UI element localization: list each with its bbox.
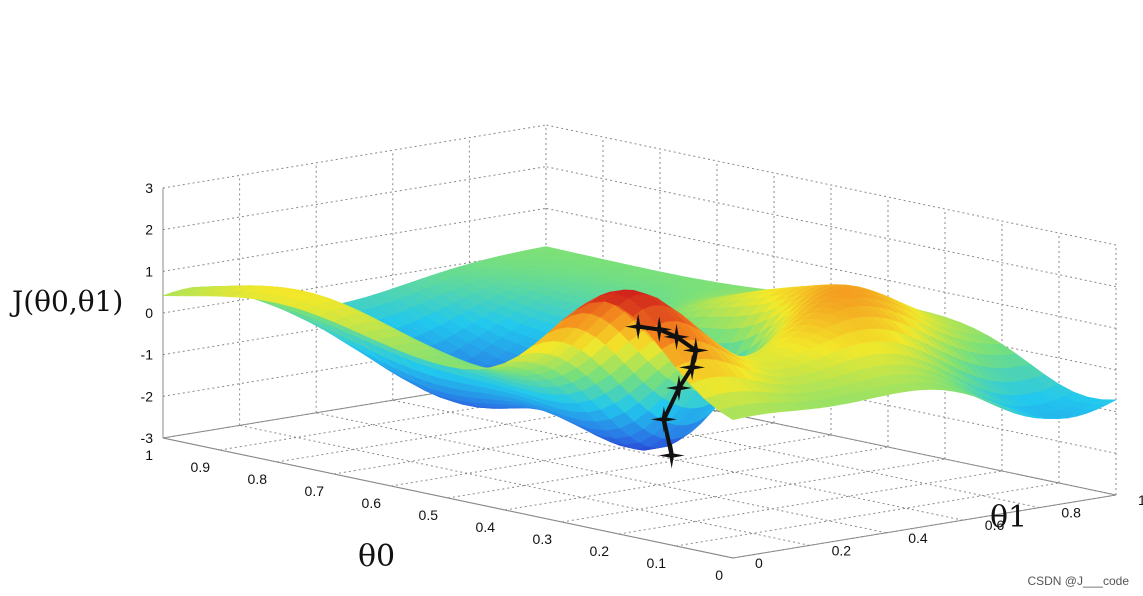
z-tick-label: -2 (141, 388, 154, 404)
y-tick-label: 1 (1138, 492, 1143, 508)
z-tick-label: 0 (145, 305, 153, 321)
path-step-marker (658, 442, 685, 469)
gradient-descent-path (625, 313, 709, 469)
y-tick-label: 0.8 (1061, 505, 1081, 521)
x-tick-label: 0.6 (362, 495, 382, 511)
path-step-marker (682, 337, 709, 364)
x-tick-label: 0.2 (590, 543, 610, 559)
path-step-marker (650, 406, 677, 433)
y-tick-label: 0.2 (832, 542, 852, 558)
z-tick-label: -1 (141, 347, 154, 363)
x-tick-label: 0.9 (191, 459, 211, 475)
y-tick-label: 0 (755, 555, 763, 571)
cost-surface (162, 246, 1117, 451)
watermark: CSDN @J___code (1027, 574, 1129, 588)
path-step-marker (663, 323, 690, 350)
z-tick-label: 3 (145, 180, 153, 196)
x-tick-label: 0.1 (647, 555, 667, 571)
y-tick-label: 0.4 (908, 530, 928, 546)
y-tick-label: 0.6 (985, 517, 1005, 533)
z-tick-label: -3 (141, 430, 154, 446)
z-axis-label: J(θ0,θ1) (9, 285, 123, 318)
x-tick-label: 0.4 (476, 519, 496, 535)
z-tick-label: 2 (145, 222, 153, 238)
x-tick-label: 0.7 (305, 483, 325, 499)
z-tick-label: 1 (145, 263, 153, 279)
path-step-marker (625, 313, 652, 340)
tick-labels: 3210-1-2-310.90.80.70.60.50.40.30.20.100… (141, 180, 1143, 583)
y-axis-label: θ1 (990, 500, 1027, 535)
x-axis-label: θ0 (358, 539, 395, 574)
path-step-marker (646, 316, 673, 343)
surface-patch (718, 407, 744, 421)
path-step-marker (679, 354, 706, 381)
x-tick-label: 0.8 (248, 471, 268, 487)
x-tick-label: 0 (715, 567, 723, 583)
x-tick-label: 0.3 (533, 531, 553, 547)
x-tick-label: 1 (145, 447, 153, 463)
path-step-marker (665, 375, 692, 402)
x-tick-label: 0.5 (419, 507, 439, 523)
